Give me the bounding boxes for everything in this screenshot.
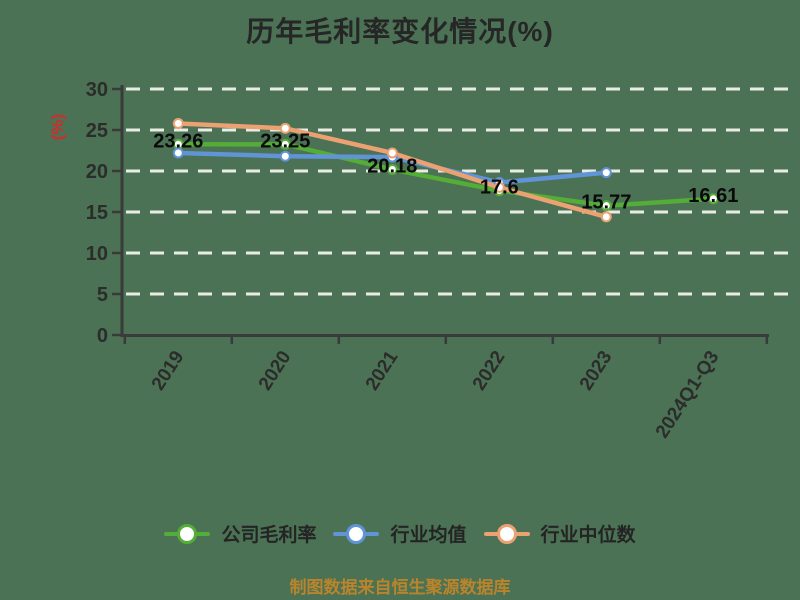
y-tick-label: 0 [97, 325, 108, 347]
data-label: 23.26 [153, 130, 203, 152]
y-tick-label: 20 [86, 161, 108, 183]
axis-line [120, 85, 769, 337]
y-tick-label: 5 [97, 284, 108, 306]
chart-title: 历年毛利率变化情况(%) [246, 16, 554, 47]
data-label: 16.61 [688, 185, 738, 207]
industry-median-legend-marker-icon [483, 523, 530, 545]
data-point-marker[interactable] [172, 117, 184, 129]
data-point-marker[interactable] [600, 211, 612, 223]
data-point-marker[interactable] [172, 147, 184, 159]
legend: 公司毛利率 行业均值 行业中位数 [0, 520, 800, 547]
data-label: 20.18 [367, 156, 417, 178]
company-gross-margin-line[interactable] [176, 142, 716, 208]
data-point-marker[interactable] [386, 164, 398, 176]
data-point-marker[interactable] [279, 138, 291, 150]
data-point-marker[interactable] [386, 147, 398, 159]
x-tick-label: 2023 [576, 347, 617, 394]
data-label: 23.25 [260, 130, 310, 152]
data-point-marker[interactable] [600, 167, 612, 179]
data-source-note: 制图数据来自恒生聚源数据库 [289, 578, 511, 597]
legend-item-industry-mean[interactable]: 行业均值 [333, 520, 467, 547]
y-tick-label: 30 [86, 79, 108, 101]
legend-item-industry-median[interactable]: 行业中位数 [483, 520, 636, 547]
x-tick-label: 2022 [469, 347, 510, 394]
industry-mean-legend-marker-icon [333, 523, 380, 545]
data-point-marker[interactable] [279, 122, 291, 134]
company-gross-margin-legend-marker-icon [164, 523, 211, 545]
x-tick-label: 2021 [362, 347, 403, 394]
data-label: 17.6 [480, 177, 519, 199]
data-point-marker[interactable] [493, 181, 505, 193]
y-tick-label: 25 [86, 120, 108, 142]
legend-label: 行业中位数 [540, 525, 636, 546]
legend-item-company-gross-margin[interactable]: 公司毛利率 [164, 520, 316, 547]
x-tick-label: 2024Q1-Q3 [652, 347, 724, 442]
data-point-marker[interactable] [279, 150, 291, 162]
y-tick-label: 10 [86, 243, 108, 265]
data-point-marker[interactable] [600, 200, 612, 212]
data-point-marker[interactable] [707, 193, 719, 205]
y-tick-label: 15 [86, 202, 108, 224]
legend-label: 公司毛利率 [221, 525, 317, 546]
x-tick-label: 2020 [255, 347, 296, 394]
data-label: 15.77 [581, 192, 631, 214]
x-tick-label: 2019 [148, 347, 189, 394]
legend-label: 行业均值 [390, 525, 467, 546]
